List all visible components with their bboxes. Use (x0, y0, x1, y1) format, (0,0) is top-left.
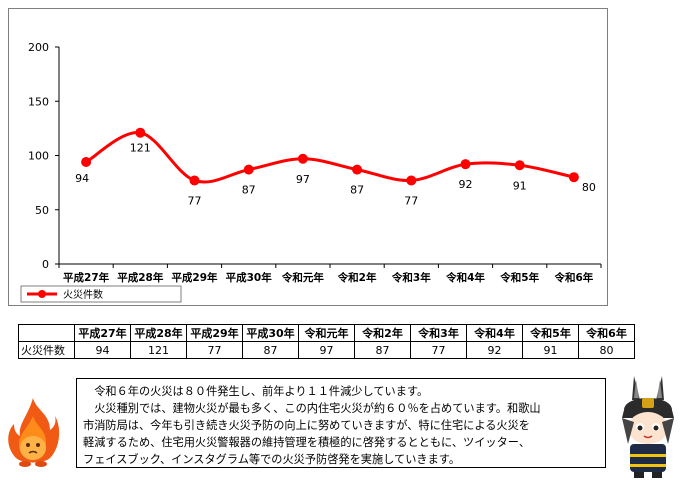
data-label: 97 (296, 173, 310, 186)
data-point (568, 172, 579, 183)
table-header-cell: 平成27年 (74, 324, 131, 342)
summary-line: 軽減するため、住宅用火災警報器の維持管理を積極的に啓発するとともに、ツイッター、 (83, 436, 531, 449)
x-tick-label: 令和元年 (281, 271, 324, 284)
table-header-cell: 令和4年 (466, 324, 523, 342)
legend-label: 火災件数 (63, 288, 103, 301)
table-header-cell: 令和元年 (298, 324, 355, 342)
table-value-cell: 77 (410, 341, 467, 359)
table-value-cell: 94 (74, 341, 131, 359)
x-tick-label: 平成27年 (63, 271, 110, 284)
line-chart: 0 50 100 150 200 平成27年 平成28年 平成29年 平成30年 令和元年 令和2年… (20, 41, 602, 303)
legend-marker (38, 290, 46, 298)
data-point (189, 175, 200, 186)
data-point (352, 164, 363, 175)
summary-line: 火災種別では、建物火災が最も多く、この内住宅火災が約６０％を占めています。和歌山 (83, 402, 541, 415)
chart-frame: 0 50 100 150 200 平成27年 平成28年 平成29年 平成30年 令和元年 令和2年… (8, 8, 608, 306)
data-point (460, 159, 471, 170)
table-header-cell: 令和6年 (578, 324, 635, 342)
data-table: 平成27年 平成28年 平成29年 平成30年 令和元年 令和2年 令和3年 令和4年 令和5年… (18, 324, 635, 359)
summary-line: フェイスブック、インスタグラム等での火災予防啓発を実施していきます。 (83, 453, 461, 466)
table-value-cell: 121 (130, 341, 187, 359)
table-value-cell: 87 (242, 341, 299, 359)
x-tick-label: 平成29年 (171, 271, 218, 284)
y-tick-label: 200 (28, 41, 49, 54)
data-point (514, 160, 525, 171)
x-tick-label: 平成30年 (226, 271, 273, 284)
x-tick-label: 令和6年 (553, 271, 593, 284)
data-point (406, 175, 417, 186)
table-value-cell: 92 (466, 341, 523, 359)
data-label: 91 (513, 179, 527, 192)
data-point (81, 157, 92, 168)
table-value-cell: 97 (298, 341, 355, 359)
table-value-cell: 91 (522, 341, 579, 359)
flame-mascot-icon (8, 398, 60, 467)
x-tick-label: 令和3年 (391, 271, 431, 284)
table-header-cell: 令和5年 (522, 324, 579, 342)
data-label: 87 (242, 184, 256, 197)
table-header-row: 平成27年 平成28年 平成29年 平成30年 令和元年 令和2年 令和3年 令和4年 令和5年… (18, 324, 635, 342)
table-header-cell: 令和2年 (354, 324, 411, 342)
table-header-cell: 平成28年 (130, 324, 187, 342)
data-label: 77 (188, 194, 202, 207)
table-header-cell: 平成30年 (242, 324, 299, 342)
y-tick-label: 50 (35, 204, 49, 217)
data-label: 77 (404, 194, 418, 207)
table-header-cell: 令和3年 (410, 324, 467, 342)
firefighter-mascot-icon (622, 376, 674, 478)
legend-box (20, 285, 182, 303)
data-point (243, 164, 254, 175)
summary-line: 令和６年の火災は８０件発生し、前年より１１件減少しています。 (83, 385, 429, 398)
data-label: 94 (75, 172, 89, 185)
data-point (297, 153, 308, 164)
table-value-cell: 77 (186, 341, 243, 359)
table-row: 火災件数 94 121 77 87 97 87 77 92 91 80 (18, 341, 635, 359)
data-label: 87 (350, 184, 364, 197)
table-row-label: 火災件数 (18, 341, 75, 359)
series-line (85, 131, 575, 184)
summary-line: 市消防局は、今年も引き続き火災予防の向上に努めていきますが、特に住宅による火災を (83, 419, 530, 432)
x-tick-label: 平成28年 (117, 271, 164, 284)
x-tick-label: 令和4年 (445, 271, 485, 284)
data-label: 80 (582, 181, 596, 194)
table-header-cell: 平成29年 (186, 324, 243, 342)
data-label: 121 (130, 142, 151, 155)
data-point (135, 127, 146, 138)
y-tick-label: 150 (28, 95, 49, 108)
table-corner-cell (18, 324, 75, 342)
y-tick-label: 100 (28, 150, 49, 163)
x-tick-label: 令和2年 (337, 271, 377, 284)
y-tick-label: 0 (42, 258, 49, 271)
table-value-cell: 87 (354, 341, 411, 359)
summary-textbox: 令和６年の火災は８０件発生し、前年より１１件減少しています。 火災種別では、建物… (76, 378, 606, 468)
data-label: 92 (459, 178, 473, 191)
table-value-cell: 80 (578, 341, 635, 359)
x-tick-label: 令和5年 (499, 271, 539, 284)
